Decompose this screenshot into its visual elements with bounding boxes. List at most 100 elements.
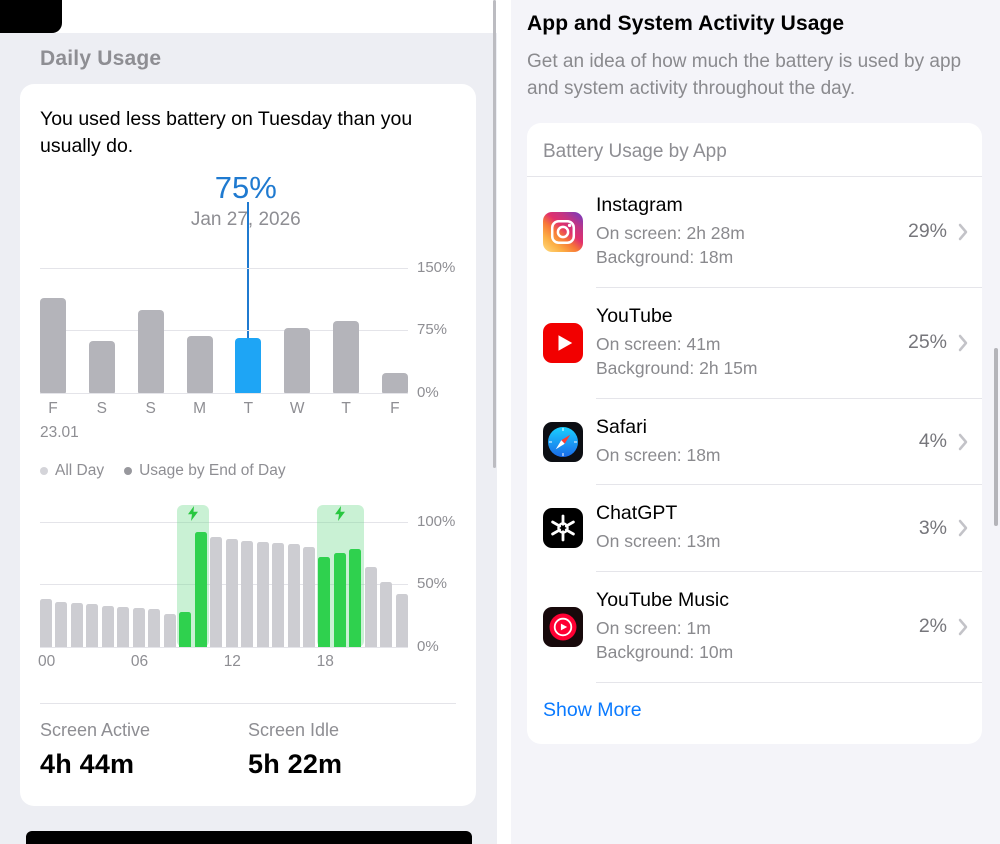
selected-percent: 75% <box>214 169 277 205</box>
app-row[interactable]: YouTube On screen: 41m Background: 2h 15m 2… <box>527 288 982 398</box>
instagram-icon <box>543 211 583 252</box>
day-bar-S[interactable] <box>137 309 164 393</box>
app-row[interactable]: Instagram On screen: 2h 28m Background: 18… <box>527 177 982 287</box>
battery-insight-text: You used less battery on Tuesday than yo… <box>40 108 413 157</box>
app-row[interactable]: Safari On screen: 18m 4% <box>527 399 982 485</box>
battery-level-bar <box>70 603 83 647</box>
battery-level-bar <box>256 541 269 647</box>
day-label: T <box>243 399 254 417</box>
battery-usage-by-app-card: Battery Usage by App Instagram On screen:… <box>527 122 982 744</box>
day-bar-S[interactable] <box>88 341 115 393</box>
app-usage-detail: On screen: 2h 28m <box>596 222 745 243</box>
battery-percent: 25% <box>907 331 947 354</box>
gridline <box>40 267 408 269</box>
app-row-accessory: 3% <box>919 517 968 540</box>
y-axis-label: 0% <box>417 383 439 401</box>
y-axis-label: 75% <box>417 321 448 339</box>
day-label: F <box>390 399 400 417</box>
day-label: T <box>341 399 351 417</box>
gridline <box>40 584 408 586</box>
app-usage-detail: On screen: 18m <box>596 444 721 465</box>
app-row-accessory: 29% <box>908 220 968 243</box>
screen-time-stats: Screen Active 4h 44m Screen Idle 5h 22m <box>40 704 456 806</box>
charging-bolt-icon <box>334 505 346 521</box>
day-bar-M[interactable] <box>186 336 213 393</box>
day-bars <box>40 268 408 393</box>
stat-value: 4h 44m <box>40 748 135 779</box>
app-info: YouTube On screen: 41m Background: 2h 15m <box>596 305 908 381</box>
battery-level-bar <box>287 544 300 647</box>
gridline <box>40 392 408 394</box>
app-usage-list: Instagram On screen: 2h 28m Background: 18… <box>527 177 982 683</box>
app-info: ChatGPT On screen: 13m <box>596 502 919 554</box>
battery-level-bar <box>101 605 114 647</box>
scrollbar-thumb[interactable] <box>994 348 998 526</box>
app-usage-detail: Background: 2h 15m <box>596 358 758 379</box>
chevron-right-icon <box>958 519 968 537</box>
day-label: S <box>96 399 108 417</box>
stat-label: Screen Active <box>40 719 151 740</box>
app-row[interactable]: ChatGPT On screen: 13m 3% <box>527 485 982 571</box>
page-title: App and System Activity Usage <box>527 12 845 35</box>
battery-level-bar <box>349 549 362 647</box>
app-usage-detail: On screen: 41m <box>596 333 721 354</box>
chevron-right-icon <box>958 433 968 451</box>
battery-level-bar <box>364 566 377 647</box>
battery-level-bars: 100% 50% 0% <box>40 504 456 655</box>
battery-percent: 4% <box>918 430 947 453</box>
hour-label: 06 <box>130 652 149 670</box>
battery-level-bar <box>40 599 52 647</box>
battery-level-bar <box>55 601 68 647</box>
app-usage-detail: Background: 18m <box>596 247 734 268</box>
divider <box>596 397 982 399</box>
chatgpt-icon <box>543 508 583 549</box>
battery-level-bar <box>225 539 238 647</box>
y-axis-label: 50% <box>417 575 448 593</box>
day-label: W <box>289 399 305 417</box>
screen-active-stat: Screen Active 4h 44m <box>40 720 248 780</box>
day-bar-T[interactable] <box>235 337 262 393</box>
app-usage-detail: On screen: 1m <box>596 617 711 638</box>
chevron-right-icon <box>958 334 968 352</box>
y-axis-label: 150% <box>417 258 456 276</box>
app-row[interactable]: YouTube Music On screen: 1m Background: 10… <box>527 572 982 682</box>
app-usage-detail: Background: 10m <box>596 642 734 663</box>
day-label: M <box>193 399 206 417</box>
daily-bar-chart: 150% 75% 0% <box>40 259 456 401</box>
status-bar-band <box>0 0 497 33</box>
day-bar-F[interactable] <box>381 372 408 393</box>
legend-usage-end-of-day: Usage by End of Day <box>124 461 286 480</box>
legend-label: All Day <box>55 461 105 479</box>
day-bar-T[interactable] <box>333 321 360 393</box>
divider <box>596 286 982 288</box>
app-name: YouTube <box>596 304 673 327</box>
day-bar-F[interactable] <box>40 297 66 393</box>
battery-level-bar <box>333 553 346 647</box>
scrollbar-thumb[interactable] <box>493 0 496 468</box>
battery-level-bar <box>179 611 192 647</box>
app-name: Safari <box>596 415 647 438</box>
battery-level-bar <box>380 581 393 647</box>
show-more-link[interactable]: Show More <box>543 698 642 721</box>
battery-level-bar <box>194 531 207 647</box>
day-bar-W[interactable] <box>284 327 311 393</box>
app-row-accessory: 25% <box>908 331 968 354</box>
battery-level-chart: 100% 50% 0% 00 06 12 18 <box>38 504 456 675</box>
youtube-music-icon <box>543 606 583 647</box>
divider <box>40 702 456 704</box>
gridline <box>40 646 408 648</box>
battery-level-bar <box>117 606 130 647</box>
legend-label: Usage by End of Day <box>139 461 286 479</box>
app-name: YouTube Music <box>596 588 729 611</box>
battery-percent: 29% <box>907 220 947 243</box>
youtube-icon <box>543 322 583 363</box>
home-indicator-bar <box>26 831 472 844</box>
hour-label: 00 <box>38 652 56 670</box>
y-axis-label: 100% <box>417 512 456 530</box>
gridline <box>40 521 408 523</box>
hour-label: 18 <box>316 652 334 670</box>
charging-bolt-icon <box>187 505 199 521</box>
daily-usage-chart: 75% Jan 27, 2026 150% 75% 0% F S S M T W T F 23.0… <box>40 164 456 442</box>
selected-date: Jan 27, 2026 <box>190 208 301 230</box>
divider <box>596 484 982 486</box>
